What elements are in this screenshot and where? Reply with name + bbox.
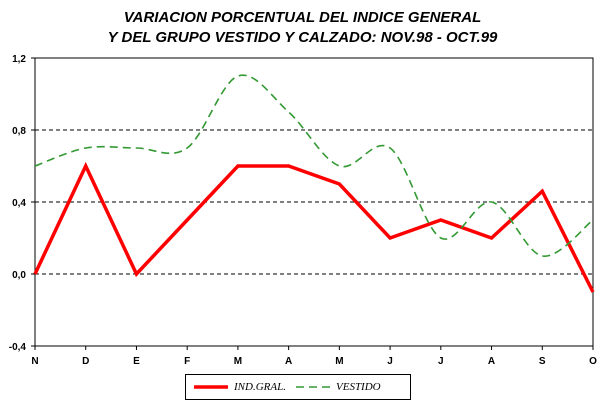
x-tick-label: N bbox=[31, 356, 38, 367]
plot-frame bbox=[34, 57, 594, 347]
legend-label-vestido: VESTIDO bbox=[336, 381, 381, 393]
y-axis-tick-labels: 1,2 0,8 0,4 0,0 -0,4 bbox=[9, 54, 27, 353]
y-tick-label: 0,4 bbox=[12, 198, 26, 209]
x-tick-label: A bbox=[285, 356, 292, 367]
x-tick-label: E bbox=[133, 356, 140, 367]
legend: IND.GRAL. VESTIDO bbox=[185, 374, 411, 400]
chart-title-line-1: VARIACION PORCENTUAL DEL INDICE GENERAL bbox=[123, 9, 482, 26]
legend-swatch-vestido bbox=[296, 386, 330, 388]
x-tick-label: M bbox=[234, 356, 242, 367]
y-tick-label: 0,8 bbox=[12, 126, 26, 137]
series-line-ind-gral bbox=[33, 161, 595, 293]
x-tick-label: S bbox=[539, 356, 546, 367]
y-tick-label: 0,0 bbox=[12, 270, 26, 281]
y-tick-label: -0,4 bbox=[9, 342, 27, 353]
chart-title-line-2: Y DEL GRUPO VESTIDO Y CALZADO: NOV.98 - … bbox=[107, 29, 498, 46]
x-tick-label: A bbox=[488, 356, 495, 367]
series-line-vestido bbox=[34, 74, 594, 257]
x-tick-label: M bbox=[335, 356, 343, 367]
legend-swatch-ind-gral bbox=[194, 385, 228, 389]
series-lines bbox=[33, 74, 595, 293]
legend-label-ind-gral: IND.GRAL. bbox=[234, 381, 286, 393]
x-tick-label: D bbox=[82, 356, 89, 367]
x-tick-label: O bbox=[589, 356, 597, 367]
y-tick-label: 1,2 bbox=[12, 54, 26, 65]
x-tick-label: F bbox=[184, 356, 190, 367]
axes bbox=[31, 57, 594, 350]
x-tick-label: J bbox=[438, 356, 444, 367]
chart-title: VARIACION PORCENTUAL DEL INDICE GENERAL … bbox=[0, 8, 605, 48]
gridlines bbox=[35, 129, 593, 275]
legend-item-ind-gral: IND.GRAL. bbox=[194, 375, 286, 399]
legend-item-vestido: VESTIDO bbox=[296, 375, 381, 399]
x-tick-label: J bbox=[387, 356, 393, 367]
